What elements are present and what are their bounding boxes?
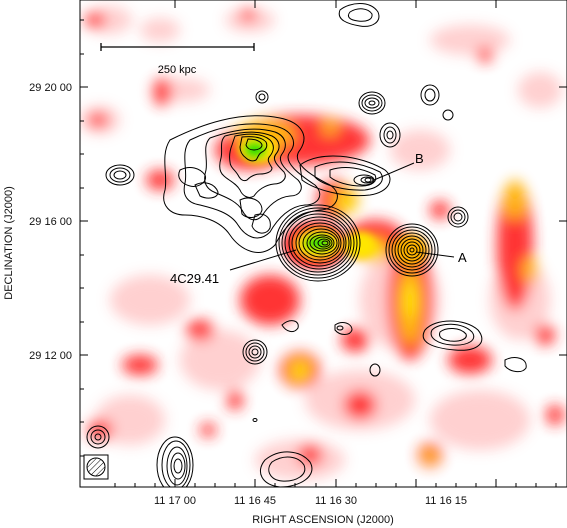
radio-contours bbox=[86, 3, 527, 487]
scale-bar-label: 250 kpc bbox=[158, 64, 197, 76]
contours-source-a bbox=[385, 223, 439, 277]
x-tick-label-3: 11 16 30 bbox=[315, 495, 357, 507]
scale-bar bbox=[100, 43, 255, 51]
source-a-label: A bbox=[458, 250, 467, 265]
y-tick-label-2: 29 16 00 bbox=[29, 216, 72, 228]
x-tick-label-1: 11 17 00 bbox=[154, 495, 196, 507]
beam-indicator bbox=[83, 454, 109, 480]
y-tick-label-3: 29 12 00 bbox=[29, 350, 72, 362]
x-tick-label-4: 11 16 15 bbox=[425, 495, 467, 507]
y-axis-ticks bbox=[80, 19, 567, 457]
y-axis-title: DECLINATION (J2000) bbox=[3, 186, 15, 300]
y-tick-label-1: 29 20 00 bbox=[29, 82, 72, 94]
contours-extended-lobe bbox=[163, 115, 338, 253]
contours-small-sources bbox=[86, 3, 527, 487]
label-4c29-41: 4C29.41 bbox=[170, 249, 297, 286]
label-source-a: A bbox=[415, 250, 467, 265]
plot-frame bbox=[79, 0, 567, 488]
x-axis-ticks bbox=[114, 0, 557, 487]
galaxy-label: 4C29.41 bbox=[170, 271, 219, 286]
source-b-label: B bbox=[415, 151, 424, 166]
x-axis-title: RIGHT ASCENSION (J2000) bbox=[252, 514, 394, 526]
x-tick-label-2: 11 16 45 bbox=[234, 495, 276, 507]
label-source-b: B bbox=[373, 151, 424, 181]
